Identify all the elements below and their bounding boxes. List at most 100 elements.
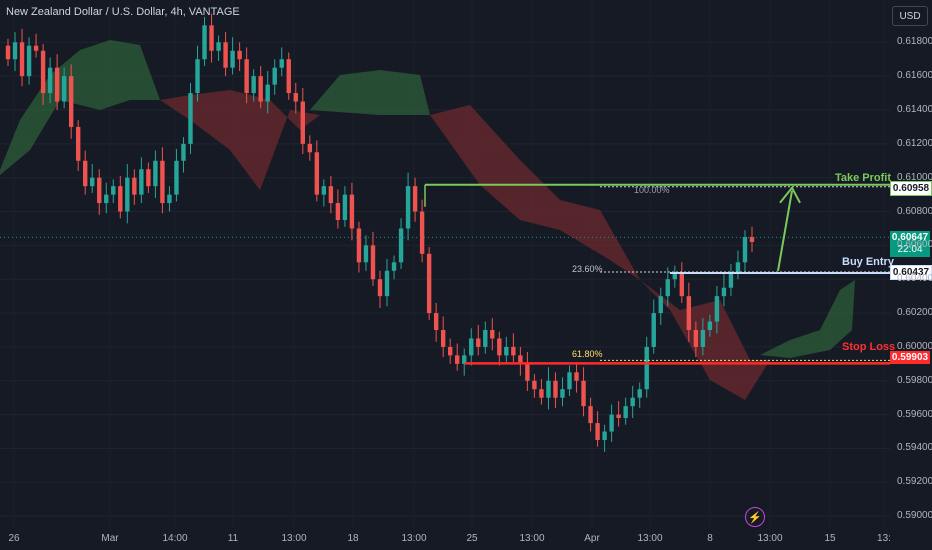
candle-body <box>132 177 137 195</box>
currency-button[interactable]: USD <box>892 6 928 26</box>
candle-body <box>174 160 179 195</box>
stop-loss-price-tag: 0.59903 <box>890 351 930 364</box>
candle-body <box>686 296 692 330</box>
candle-body <box>581 380 586 407</box>
candle-body <box>146 169 151 187</box>
time-tick: 13: <box>877 533 891 544</box>
chart-area[interactable] <box>0 0 890 528</box>
candle-body <box>637 389 642 398</box>
candle-body <box>595 423 600 440</box>
candle-body <box>433 313 439 330</box>
price-tick: 0.59200 <box>897 476 932 488</box>
fib-100-label: 100.00% <box>634 185 670 195</box>
candle-body <box>511 346 516 356</box>
time-tick: 25 <box>466 533 478 544</box>
candle-body <box>279 59 284 68</box>
candle-body <box>328 186 334 204</box>
candle-body <box>167 194 172 204</box>
time-tick: 13:00 <box>637 533 663 544</box>
time-tick: 11 <box>227 533 239 544</box>
candle-body <box>693 330 699 347</box>
cloud-bear-2 <box>430 105 770 400</box>
candle-body <box>490 330 495 339</box>
fib-618-label: 61.80% <box>572 349 603 359</box>
candle-body <box>546 380 551 398</box>
candle-body <box>714 296 720 322</box>
candle-body <box>398 228 404 263</box>
price-tick: 0.61600 <box>897 70 932 82</box>
candle-body <box>237 50 242 60</box>
candle-body <box>12 42 18 60</box>
take-profit-label: Take Profit <box>835 172 892 184</box>
candle-body <box>26 45 32 77</box>
candle-body <box>665 279 670 297</box>
candle-body <box>553 380 558 398</box>
price-tick: 0.59800 <box>897 374 932 386</box>
candle-body <box>504 346 509 356</box>
candle-body <box>188 93 193 144</box>
candle-body <box>209 25 214 51</box>
candle-body <box>483 330 488 347</box>
time-tick: 26 <box>8 533 20 544</box>
time-tick: 15 <box>824 533 836 544</box>
candle-body <box>651 313 656 347</box>
candle-body <box>153 160 158 187</box>
candle-body <box>83 160 88 187</box>
time-tick: 13:00 <box>401 533 427 544</box>
candle-body <box>377 279 383 297</box>
candle-body <box>609 414 614 432</box>
cloud-bull-3 <box>760 280 855 358</box>
time-tick: 13:00 <box>757 533 783 544</box>
cloud-bull-1 <box>0 40 160 175</box>
candle-body <box>363 245 369 263</box>
candle-body <box>447 346 453 356</box>
price-chart[interactable] <box>0 0 890 528</box>
price-tick: 0.59400 <box>897 442 932 454</box>
buy-entry-label: Buy Entry <box>842 256 894 268</box>
candle-body <box>251 76 256 94</box>
candle-body <box>265 84 270 102</box>
cloud-bull-2 <box>310 70 430 115</box>
price-tick: 0.61000 <box>897 171 932 183</box>
cloud-bear-1 <box>160 90 320 190</box>
candle-body <box>602 431 607 440</box>
candle-body <box>469 338 474 356</box>
candle-body <box>728 272 734 288</box>
candle-body <box>272 67 277 85</box>
countdown-timer: 22:04 <box>897 244 923 255</box>
candle-body <box>644 346 649 390</box>
price-tick: 0.60000 <box>897 340 932 352</box>
candle-body <box>721 287 727 297</box>
candle-body <box>111 186 116 195</box>
time-tick: 8 <box>707 533 713 544</box>
candle-body <box>455 355 460 364</box>
candle-body <box>518 355 523 364</box>
candle-body <box>560 389 565 398</box>
candle-body <box>588 406 593 424</box>
candle-body <box>293 93 298 102</box>
lightning-bolt-icon[interactable]: ⚡ <box>745 507 765 527</box>
candle-body <box>574 372 579 381</box>
trade-arrow-shaft <box>777 190 793 272</box>
candle-body <box>679 272 685 297</box>
candle-body <box>54 67 60 102</box>
candle-body <box>370 245 376 280</box>
candle-body <box>672 272 677 280</box>
candle-body <box>412 186 418 212</box>
candle-body <box>230 50 235 68</box>
candle-body <box>384 270 390 297</box>
candle-body <box>181 143 186 161</box>
candle-body <box>104 194 109 204</box>
candle-body <box>742 236 748 263</box>
candle-body <box>497 338 502 356</box>
price-tick: 0.60600 <box>897 239 932 251</box>
candle-body <box>567 372 572 390</box>
price-tick: 0.61800 <box>897 36 932 48</box>
current-price-tag: 0.60647 22:04 <box>890 231 930 257</box>
candle-body <box>314 152 320 195</box>
take-profit-price-tag: 0.60958 <box>890 181 932 196</box>
candle-body <box>68 76 74 127</box>
candle-body <box>47 67 53 94</box>
price-tick: 0.61200 <box>897 137 932 149</box>
candle-body <box>5 45 11 60</box>
